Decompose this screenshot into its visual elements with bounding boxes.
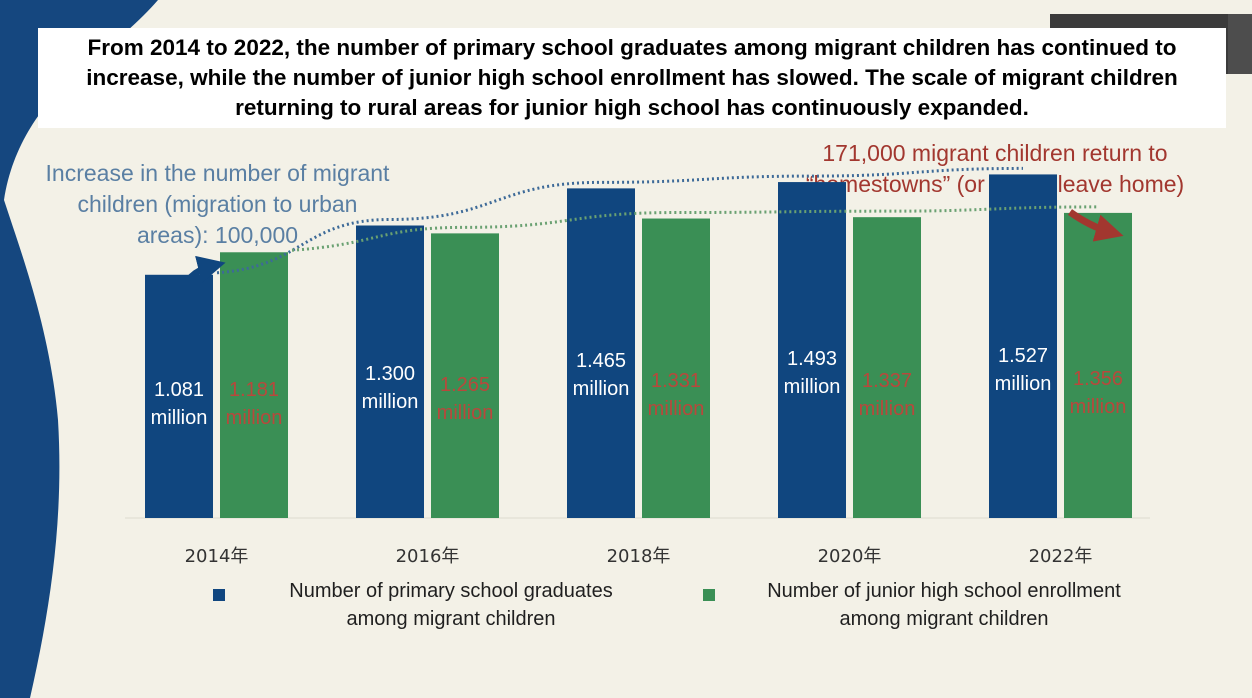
legend-swatch-junior <box>703 589 715 601</box>
title-box <box>38 28 1226 128</box>
legend-label-junior: Number of junior high school enrollment … <box>767 580 1121 630</box>
bar-junior-0 <box>220 252 288 518</box>
trend-layer <box>216 166 1099 275</box>
ticks-layer: 2014年 2016年 2018年 2020年 2022年 <box>185 546 1093 567</box>
x-tick-label-0: 2014年 <box>185 546 249 567</box>
labels-layer: 1.081 million 1.181 million 1.300 million 1.26… <box>151 345 1127 429</box>
data-label-primary-1: 1.300 million <box>362 363 419 413</box>
bar-primary-4 <box>989 174 1057 519</box>
data-label-junior-1: 1.265 million <box>437 374 494 424</box>
data-label-junior-3: 1.337 million <box>859 370 916 420</box>
data-label-junior-4: 1.356 million <box>1070 368 1127 418</box>
overlay-scroll-strip[interactable] <box>1228 14 1252 74</box>
arrow-down-icon <box>1067 209 1124 242</box>
blue-swoosh-shape <box>0 0 158 698</box>
trend-line-junior <box>291 205 1099 252</box>
legend-swatch-primary <box>213 589 225 601</box>
bar-primary-1 <box>356 225 424 518</box>
data-label-primary-0: 1.081 million <box>151 379 208 429</box>
x-tick-label-1: 2016年 <box>396 546 460 567</box>
x-tick-label-3: 2020年 <box>818 546 882 567</box>
bar-primary-0 <box>145 274 213 518</box>
x-tick-label-4: 2022年 <box>1029 546 1093 567</box>
x-tick-label-2: 2018年 <box>607 546 671 567</box>
bars-layer <box>145 174 1132 519</box>
legend-label-primary: Number of primary school graduates among… <box>289 580 613 630</box>
data-label-primary-4: 1.527 million <box>995 345 1052 395</box>
data-label-primary-2: 1.465 million <box>573 350 630 400</box>
data-label-junior-2: 1.331 million <box>648 370 705 420</box>
bar-junior-2 <box>642 218 710 518</box>
bar-junior-1 <box>431 233 499 518</box>
bar-junior-4 <box>1064 212 1132 518</box>
bar-primary-2 <box>567 188 635 518</box>
annotation-increase: Increase in the number of migrant childr… <box>45 160 390 248</box>
data-label-junior-0: 1.181 million <box>226 379 283 429</box>
chart-title: From 2014 to 2022, the number of primary… <box>86 35 1178 120</box>
arrow-up-icon <box>176 255 226 299</box>
data-label-primary-3: 1.493 million <box>784 348 841 398</box>
bar-primary-3 <box>778 182 846 518</box>
bar-junior-3 <box>853 217 921 519</box>
